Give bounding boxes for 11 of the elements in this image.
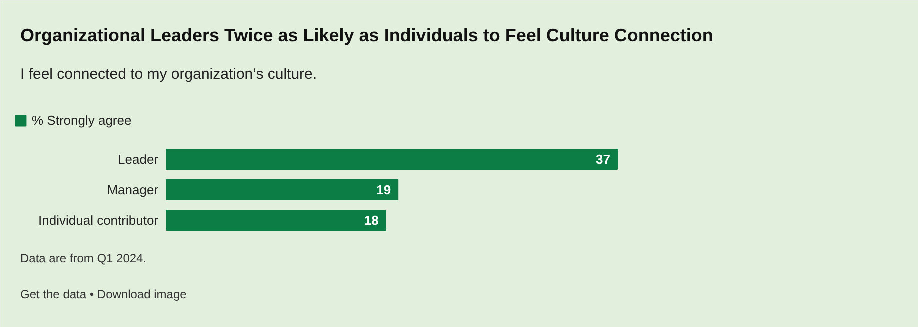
y-tick-label: Leader (118, 152, 160, 167)
y-tick-label: Individual contributor (38, 213, 160, 228)
chart-subtitle: I feel connected to my organization’s culture. (20, 66, 318, 83)
text: Get the data • Download image (20, 288, 188, 302)
data-label: 19 (376, 182, 392, 198)
chart-title: Organizational Leaders Twice as Likely as Individuals to Feel Culture Connection (20, 26, 714, 46)
data-label: 37 (596, 152, 611, 167)
legend-label: % Strongly agree (32, 113, 132, 128)
data-label: 18 (364, 213, 379, 228)
text: Data are from Q1 2024. (20, 252, 147, 266)
y-tick-label: Manager (107, 182, 160, 198)
